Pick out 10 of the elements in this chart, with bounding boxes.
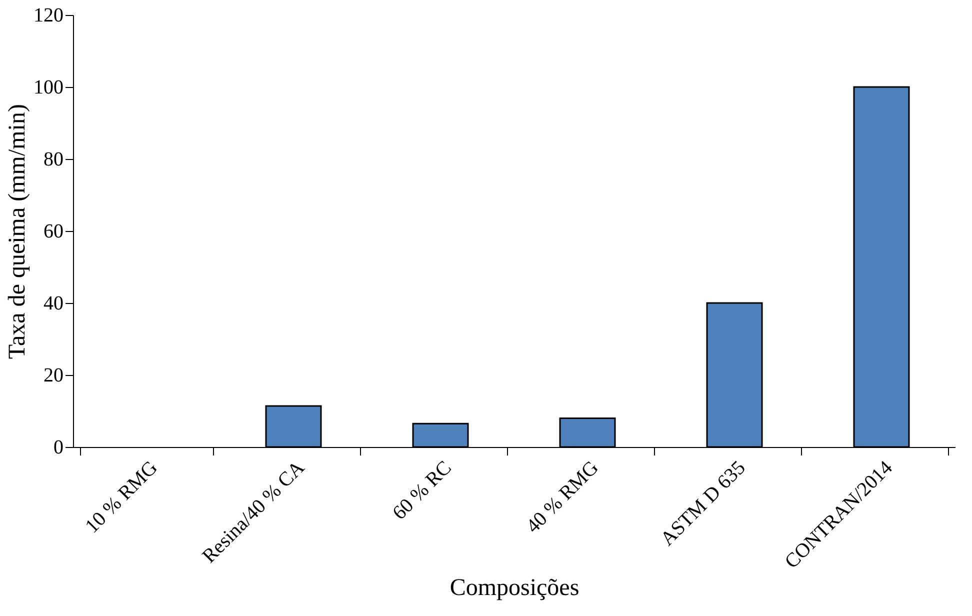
- y-tick-label: 80: [44, 148, 64, 170]
- y-tick-label: 20: [44, 364, 64, 386]
- x-axis-title: Composições: [450, 575, 580, 602]
- y-tick-label: 0: [54, 436, 64, 458]
- x-tick-label: 60 % RC: [388, 456, 456, 524]
- y-axis-title: Taxa de queima (mm/min): [4, 104, 30, 359]
- y-tick-label: 40: [44, 292, 64, 314]
- y-tick-label: 100: [34, 76, 64, 98]
- y-tick-label: 120: [34, 4, 64, 26]
- y-tick-label: 60: [44, 220, 64, 242]
